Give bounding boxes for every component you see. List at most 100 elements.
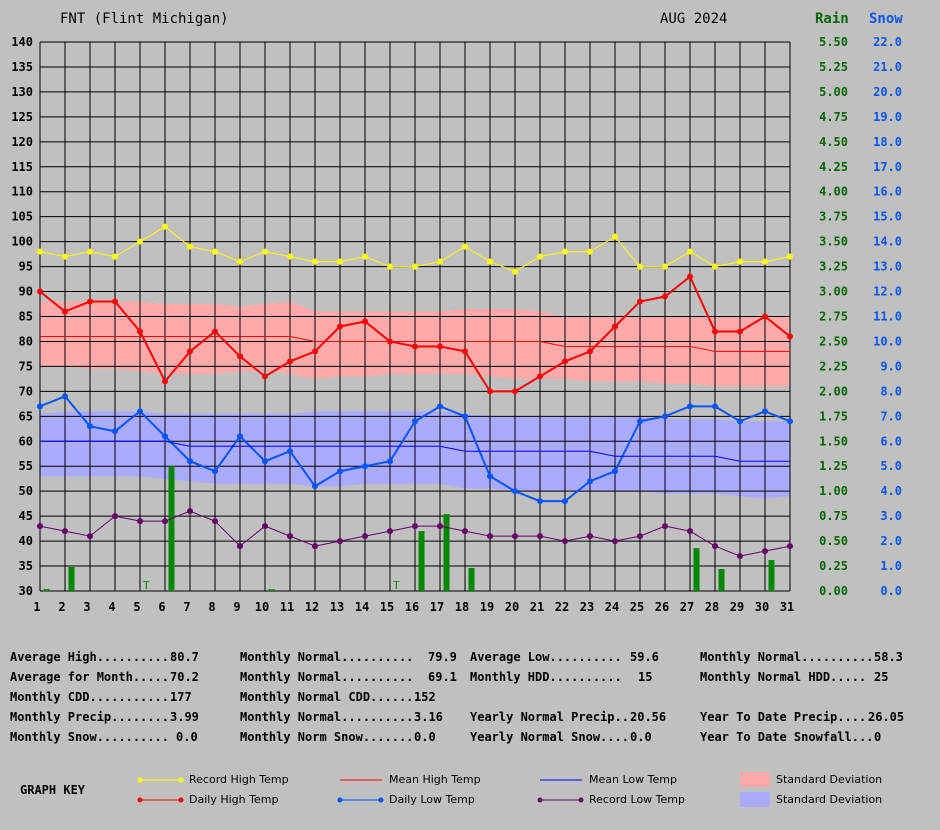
record-low-point [37, 523, 43, 530]
daily-high-point [187, 348, 193, 355]
record-low-point [287, 533, 293, 540]
y-tick-label: 120 [11, 135, 33, 149]
record-high-point [587, 248, 593, 255]
y-tick-label: 115 [11, 160, 33, 174]
x-tick-label: 2 [58, 600, 65, 614]
stat-value: 58.3 [874, 650, 903, 664]
daily-high-point [237, 353, 243, 360]
record-low-point [687, 528, 693, 535]
record-high-point [87, 248, 93, 255]
y-tick-label: 65 [19, 409, 33, 423]
record-high-point [612, 233, 618, 240]
x-tick-label: 11 [280, 600, 294, 614]
record-high-point [162, 223, 168, 230]
record-high-point [237, 258, 243, 265]
stat-label: Monthly Normal.......... [700, 650, 874, 664]
daily-high-point [462, 348, 468, 355]
daily-high-point [712, 328, 718, 335]
station-title: FNT (Flint Michigan) [60, 11, 229, 27]
snow-axis-title: Snow [869, 11, 903, 27]
daily-low-point [62, 393, 68, 400]
daily-high-point [337, 323, 343, 330]
snow-tick-label: 14.0 [873, 235, 902, 249]
record-low-point [462, 528, 468, 535]
rain-tick-label: 3.00 [819, 285, 848, 299]
record-high-point [562, 248, 568, 255]
daily-low-point [487, 473, 493, 480]
y-tick-label: 70 [19, 384, 33, 398]
daily-high-point [612, 323, 618, 330]
record-low-point [412, 523, 418, 530]
snow-tick-label: 15.0 [873, 210, 902, 224]
rain-tick-label: 3.75 [819, 210, 848, 224]
snow-tick-label: 0.0 [880, 584, 902, 598]
y-tick-label: 45 [19, 509, 33, 523]
graph-key [137, 772, 770, 807]
daily-low-point [712, 403, 718, 410]
stat-label: Monthly Normal.......... [240, 670, 414, 684]
record-low-point [637, 533, 643, 540]
record-high-point [687, 248, 693, 255]
y-tick-label: 30 [19, 584, 33, 598]
record-high-point [337, 258, 343, 265]
key-label-daily-low: Daily Low Temp [389, 793, 475, 806]
precip-trace-label: T [143, 579, 150, 592]
record-low-point [187, 508, 193, 515]
record-high-point [512, 268, 518, 275]
rain-tick-label: 1.75 [819, 409, 848, 423]
stat-value: 25 [874, 670, 889, 684]
daily-low-point [587, 478, 593, 485]
rain-tick-label: 0.50 [819, 534, 848, 548]
y-tick-label: 75 [19, 359, 33, 373]
stat-label: Monthly Normal HDD..... [700, 670, 867, 684]
record-high-point [187, 243, 193, 250]
rain-tick-label: 4.50 [819, 135, 848, 149]
x-tick-label: 1 [33, 600, 40, 614]
daily-low-point [162, 433, 168, 440]
daily-high-point [162, 378, 168, 385]
daily-low-key-marker [378, 797, 384, 803]
y-tick-label: 130 [11, 85, 33, 99]
daily-high-point [312, 348, 318, 355]
daily-low-point [262, 458, 268, 465]
x-tick-label: 14 [355, 600, 369, 614]
precip-bar [43, 589, 50, 591]
stat-label: Average High.......... [10, 650, 169, 664]
daily-low-point [237, 433, 243, 440]
stat-value: 0.0 [176, 730, 198, 744]
daily-low-point [462, 413, 468, 420]
key-label-mean-low: Mean Low Temp [589, 773, 677, 786]
snow-tick-label: 4.0 [880, 484, 902, 498]
record-low-point [737, 553, 743, 560]
daily-high-point [87, 298, 93, 305]
stat-value: 70.2 [170, 670, 199, 684]
x-tick-label: 10 [255, 600, 269, 614]
record-low-point [162, 518, 168, 525]
record-high-point [712, 263, 718, 270]
snow-tick-label: 17.0 [873, 160, 902, 174]
daily-high-point [37, 288, 43, 295]
daily-high-point [737, 328, 743, 335]
key-label-mean-high: Mean High Temp [389, 773, 481, 786]
x-tick-label: 4 [108, 600, 115, 614]
key-label-daily-high: Daily High Temp [189, 793, 279, 806]
y-tick-label: 105 [11, 210, 33, 224]
record-high-point [487, 258, 493, 265]
x-tick-label: 7 [183, 600, 190, 614]
daily-high-point [537, 373, 543, 380]
record-low-point [362, 533, 368, 540]
record-high-point [137, 238, 143, 245]
stat-label: Monthly Norm Snow....... [240, 730, 414, 744]
stat-label: Monthly HDD.......... [470, 670, 622, 684]
rain-tick-label: 3.50 [819, 235, 848, 249]
temperature-chart: FNT (Flint Michigan) AUG 2024 Rain Snow … [11, 11, 903, 614]
stat-value: 0.0 [630, 730, 652, 744]
y-tick-label: 35 [19, 559, 33, 573]
daily-low-point [362, 463, 368, 470]
daily-low-point [787, 418, 793, 425]
record-low-point [487, 533, 493, 540]
daily-high-point [112, 298, 118, 305]
record-low-point [537, 533, 543, 540]
std-high-key-swatch [740, 772, 770, 787]
record-high-key-marker [137, 777, 143, 783]
